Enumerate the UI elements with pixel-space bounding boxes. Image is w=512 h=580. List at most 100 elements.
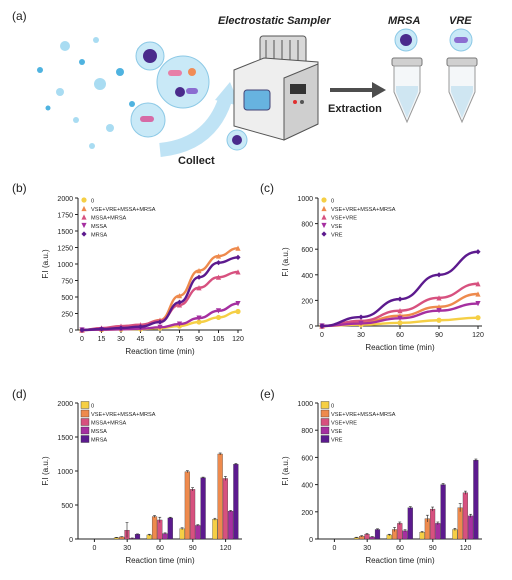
legend-marker <box>321 214 327 220</box>
y-axis-title: F.I (a.u.) <box>41 456 50 486</box>
y-tick-label: 400 <box>301 483 313 490</box>
legend-label: 0 <box>91 199 94 205</box>
data-point <box>475 315 481 321</box>
x-tick-label: 45 <box>137 336 145 343</box>
legend-marker <box>321 205 327 212</box>
legend-swatch <box>80 435 90 443</box>
x-tick-label: 30 <box>123 545 131 552</box>
x-tick-label: 30 <box>363 545 371 552</box>
panel-label: (d) <box>12 387 27 401</box>
bar <box>200 477 206 540</box>
bar <box>407 507 413 540</box>
x-tick-label: 120 <box>472 332 484 339</box>
y-tick-label: 500 <box>61 503 73 510</box>
bar <box>397 523 403 540</box>
x-tick-label: 0 <box>320 332 324 339</box>
legend-label: VSE+VRE <box>331 216 357 222</box>
y-tick-label: 2000 <box>57 401 73 408</box>
series-MRSA <box>134 463 239 540</box>
legend-swatch <box>80 418 90 426</box>
data-point <box>196 315 202 321</box>
legend-marker <box>321 231 327 237</box>
vre-cell-icon <box>449 28 473 52</box>
data-point <box>475 281 481 287</box>
chart-panel-c: (c) 0 200 400 600 800 1000 0 30 60 90 120 Reaction t… <box>260 181 484 352</box>
bar <box>179 528 185 540</box>
x-tick-label: 90 <box>189 545 197 552</box>
bar <box>473 459 479 540</box>
data-point <box>436 317 442 323</box>
x-tick-label: 60 <box>396 332 404 339</box>
data-point <box>176 321 183 327</box>
bar <box>462 492 468 540</box>
x-tick-label: 0 <box>332 545 336 552</box>
legend-label: VSE <box>331 224 342 230</box>
data-point <box>475 291 481 297</box>
extraction-label: Extraction <box>328 103 382 115</box>
legend-marker <box>81 214 87 220</box>
y-axis-title: F.I (a.u.) <box>41 249 50 279</box>
data-point <box>157 324 163 330</box>
data-point <box>397 296 403 302</box>
legend-swatch <box>80 409 90 418</box>
y-tick-label: 1250 <box>57 246 73 253</box>
bar <box>402 530 408 540</box>
data-point <box>98 326 105 332</box>
data-point <box>215 260 222 266</box>
data-point <box>196 285 202 291</box>
bar <box>184 471 190 540</box>
x-tick-label: 120 <box>220 545 232 552</box>
series-VRE <box>374 458 479 540</box>
legend-marker <box>321 222 327 229</box>
legend-label: VSE <box>331 429 342 435</box>
bar <box>457 507 463 540</box>
data-point <box>235 269 241 275</box>
y-tick-label: 1000 <box>297 196 313 203</box>
sampler-title: Electrostatic Sampler <box>218 15 331 27</box>
data-point <box>176 302 183 308</box>
data-point <box>358 314 364 320</box>
bar <box>190 489 196 540</box>
data-point <box>137 324 144 330</box>
x-tick-label: 60 <box>156 336 164 343</box>
y-tick-label: 1500 <box>57 435 73 442</box>
legend-label: VSE+VRE+MSSA+MRSA <box>331 207 396 213</box>
collect-label: Collect <box>178 155 215 167</box>
data-point <box>235 301 241 307</box>
x-axis-title: Reaction time (min) <box>125 347 195 356</box>
bar <box>157 519 163 540</box>
series-MSSA <box>129 510 234 540</box>
y-tick-label: 1000 <box>57 262 73 269</box>
data-point <box>436 295 442 301</box>
legend-label: VSE+VRE+MSSA+MRSA <box>331 412 396 418</box>
legend-label: VSE+VRE+MSSA+MRSA <box>91 412 156 418</box>
bar <box>435 523 441 540</box>
data-point <box>79 327 85 333</box>
legend-label: 0 <box>91 404 94 410</box>
x-tick-label: 90 <box>435 332 443 339</box>
y-tick-label: 200 <box>301 510 313 517</box>
bar <box>151 516 158 540</box>
bubble-cluster <box>37 37 143 149</box>
panel-label: (c) <box>260 181 274 195</box>
legend-marker <box>81 231 87 237</box>
y-tick-label: 1750 <box>57 213 73 220</box>
data-point <box>118 325 124 331</box>
bar <box>468 515 474 540</box>
x-tick-label: 60 <box>396 545 404 552</box>
legend-marker <box>81 197 87 203</box>
legend-swatch <box>320 401 330 409</box>
legend-label: 0 <box>331 404 334 410</box>
series-VSE+VRE+MSSA+MRSA <box>119 452 223 540</box>
electrostatic-sampler-icon <box>233 35 319 141</box>
y-tick-label: 800 <box>301 428 313 435</box>
series-VSE+VRE <box>364 490 468 540</box>
x-tick-label: 0 <box>80 336 84 343</box>
data-point <box>436 272 442 278</box>
bacteria-cluster-icon <box>130 41 248 151</box>
data-point <box>475 249 481 255</box>
legend-label: MSSA+MRSA <box>91 216 127 222</box>
series-MRSA <box>79 254 241 333</box>
